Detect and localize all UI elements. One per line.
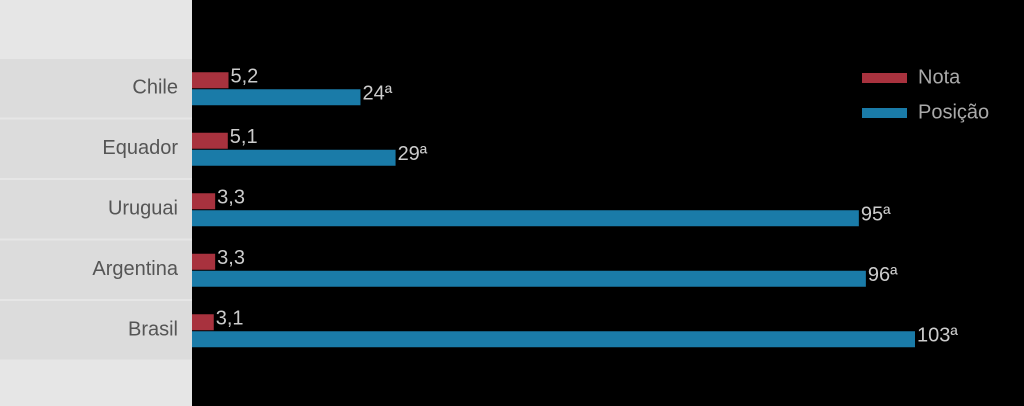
bar (192, 314, 214, 331)
legend-label: Nota (918, 66, 961, 88)
legend-label: Posição (918, 101, 989, 123)
bar (192, 89, 361, 106)
value-label: 5,1 (230, 126, 258, 148)
category-label: Argentina (92, 258, 178, 280)
bar (192, 270, 866, 287)
bar (192, 72, 229, 89)
bar (192, 149, 396, 166)
value-label: 95ª (861, 204, 891, 226)
category-label: Uruguai (108, 198, 178, 220)
value-label: 3,1 (216, 308, 244, 330)
bar (192, 331, 915, 348)
category-label: Chile (132, 77, 178, 99)
row-band (0, 180, 192, 239)
row-band (0, 240, 192, 299)
bar (192, 253, 216, 270)
value-label: 5,2 (231, 66, 259, 88)
row-band (0, 119, 192, 178)
value-label: 3,3 (217, 187, 245, 209)
category-label: Brasil (128, 319, 178, 341)
value-label: 29ª (398, 143, 428, 165)
legend-swatch (862, 108, 907, 118)
bar (192, 210, 859, 227)
bar (192, 193, 216, 210)
category-label: Equador (102, 137, 178, 159)
bar (192, 132, 228, 149)
row-band (0, 301, 192, 360)
value-label: 96ª (868, 264, 898, 286)
value-label: 3,3 (217, 247, 245, 269)
value-label: 103ª (917, 325, 958, 347)
legend-swatch (862, 73, 907, 83)
row-band (0, 59, 192, 118)
value-label: 24ª (362, 83, 392, 105)
